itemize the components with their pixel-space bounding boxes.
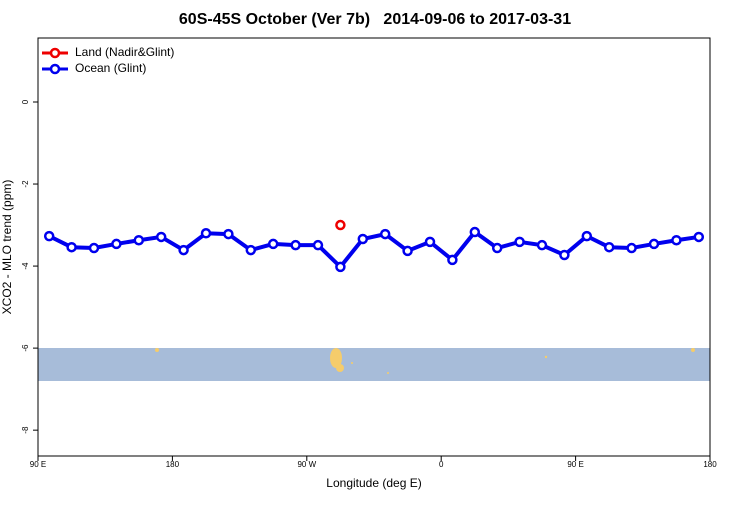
data-point — [155, 231, 167, 243]
chart-title: 60S-45S October (Ver 7b) 2014-09-06 to 2… — [179, 11, 571, 28]
data-point — [626, 242, 637, 254]
data-point — [424, 236, 436, 248]
data-point — [491, 242, 503, 254]
data-point — [290, 239, 301, 251]
data-point — [514, 236, 525, 248]
y-tick-label: -4 — [21, 262, 30, 270]
data-point — [178, 244, 189, 256]
data-point — [603, 241, 615, 253]
y-tick-label: -6 — [21, 344, 30, 352]
data-point — [648, 238, 660, 250]
data-point — [335, 261, 346, 273]
legend-marker — [49, 47, 61, 59]
y-tick-label: -8 — [21, 426, 30, 434]
data-point — [559, 249, 570, 261]
y-axis-label: XCO2 - MLO trend (ppm) — [0, 180, 14, 315]
data-point — [671, 234, 682, 246]
x-tick-label: 180 — [703, 460, 717, 469]
data-point — [312, 239, 324, 251]
data-point — [469, 226, 481, 238]
data-point — [111, 238, 122, 250]
data-point — [43, 230, 55, 242]
data-point — [536, 239, 548, 251]
data-point — [223, 228, 234, 240]
data-point — [581, 230, 593, 242]
legend-label: Land (Nadir&Glint) — [75, 45, 174, 59]
data-point — [133, 234, 145, 246]
y-tick-label: -2 — [21, 180, 30, 188]
x-axis-label: Longitude (deg E) — [326, 476, 421, 490]
x-tick-label: 180 — [166, 460, 180, 469]
series-line — [48, 229, 700, 270]
x-tick-label: 90 W — [297, 460, 316, 469]
data-point — [693, 231, 705, 243]
y-tick-label: 0 — [21, 99, 30, 104]
data-point — [402, 245, 413, 257]
data-point — [200, 228, 212, 239]
data-point — [66, 241, 77, 253]
legend-label: Ocean (Glint) — [75, 61, 146, 75]
legend-marker — [49, 63, 61, 75]
data-point — [88, 242, 100, 254]
land-strip — [38, 348, 710, 381]
data-point — [335, 219, 346, 231]
data-point — [267, 238, 279, 250]
plot-frame — [37, 37, 711, 457]
x-tick-label: 0 — [439, 460, 444, 469]
data-point — [245, 244, 257, 256]
data-point — [379, 228, 391, 240]
x-tick-label: 90 E — [30, 460, 46, 469]
data-point — [447, 254, 458, 266]
data-point — [357, 233, 369, 245]
x-tick-label: 90 E — [567, 460, 583, 469]
